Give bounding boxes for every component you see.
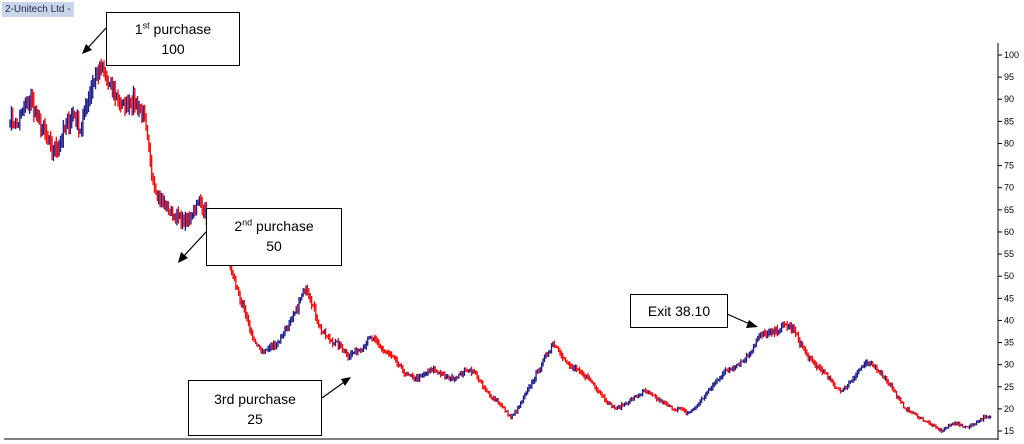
y-tick-label: 35 [1004,338,1014,348]
arrowhead-1st-purchase [82,44,92,54]
y-tick-label: 45 [1004,293,1014,303]
callout-exit: Exit 38.10 [630,294,728,328]
callout-3rd-purchase-value: 25 [247,411,263,427]
arrow-1st-purchase [85,27,107,51]
callout-2nd-purchase-label: 2nd purchase [234,217,314,234]
y-tick-label: 55 [1004,249,1014,259]
callout-3rd-purchase-label: 3rd purchase [214,391,296,407]
y-tick-label: 25 [1004,382,1014,392]
y-tick-label: 90 [1004,94,1014,104]
y-tick-label: 40 [1004,315,1014,325]
arrowhead-2nd-purchase [178,252,188,263]
chart-title: 2-Unitech Ltd - [2,2,74,17]
y-tick-label: 30 [1004,360,1014,370]
y-tick-label: 85 [1004,116,1014,126]
callout-1st-purchase-label: 1st purchase [134,20,212,37]
arrowhead-exit [746,320,758,328]
callout-1st-purchase-value: 100 [161,41,185,57]
callout-1st-purchase: 1st purchase 100 [106,12,240,66]
y-tick-label: 100 [1004,50,1019,60]
y-tick-label: 70 [1004,183,1014,193]
arrow-2nd-purchase [181,231,207,259]
callout-arrows [82,27,758,399]
callout-3rd-purchase: 3rd purchase 25 [188,380,322,436]
y-tick-label: 65 [1004,205,1014,215]
y-tick-group: 15 20 25 30 35 40 45 50 55 60 65 70 75 80 85 90 95 100 [998,50,1019,436]
arrow-3rd-purchase [321,379,348,399]
y-tick-label: 95 [1004,72,1014,82]
y-tick-label: 75 [1004,161,1014,171]
callout-exit-label: Exit 38.10 [647,303,711,319]
arrowhead-3rd-purchase [341,377,351,386]
y-tick-label: 80 [1004,138,1014,148]
y-tick-label: 50 [1004,271,1014,281]
y-tick-label: 15 [1004,426,1014,436]
y-tick-label: 20 [1004,404,1014,414]
price-bars [9,58,992,433]
callout-2nd-purchase: 2nd purchase 50 [206,208,342,266]
y-tick-label: 60 [1004,227,1014,237]
callout-2nd-purchase-value: 50 [266,238,282,254]
